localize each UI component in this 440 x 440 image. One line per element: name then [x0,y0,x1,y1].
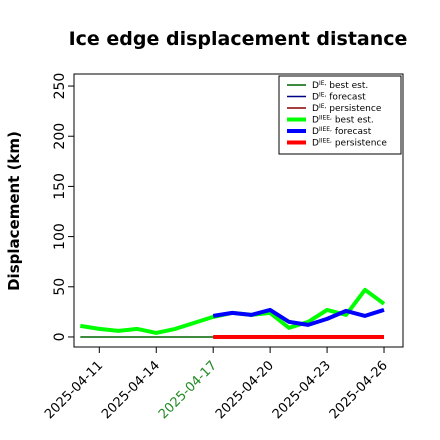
y-tick-label: 100 [52,223,68,250]
x-axis: 2025-04-112025-04-142025-04-172025-04-20… [42,347,391,422]
series-line-5 [212,307,385,327]
plot-frame [73,73,404,348]
x-tick-label: 2025-04-11 [42,358,106,422]
x-tick-label: 2025-04-17 [156,358,220,422]
x-tick-label: 2025-04-26 [327,358,391,422]
legend-entry: DIIEE, forecast [312,126,372,137]
y-tick-label: 50 [52,278,68,296]
y-axis-label: Displacement (km) [5,131,23,291]
x-tick-label: 2025-04-23 [270,358,334,422]
legend-entry: DIIEE, best est. [312,115,374,126]
legend-entry: DIIEE, persistence [312,138,387,149]
x-tick-label: 2025-04-14 [99,358,163,422]
series-group [79,287,386,339]
x-tick-label: 2025-04-20 [213,358,277,422]
chart-title: Ice edge displacement distance [69,28,408,50]
y-tick-label: 200 [52,123,68,150]
legend-entry: DIE, persistence [312,103,382,114]
legend-entry: DIE, forecast [312,92,366,103]
y-tick-label: 0 [52,333,68,342]
y-axis: 0 50 100 150 200 250 [52,73,74,342]
y-tick-label: 150 [52,173,68,200]
y-tick-label: 250 [52,73,68,100]
legend-entry: DIE, best est. [312,80,368,91]
